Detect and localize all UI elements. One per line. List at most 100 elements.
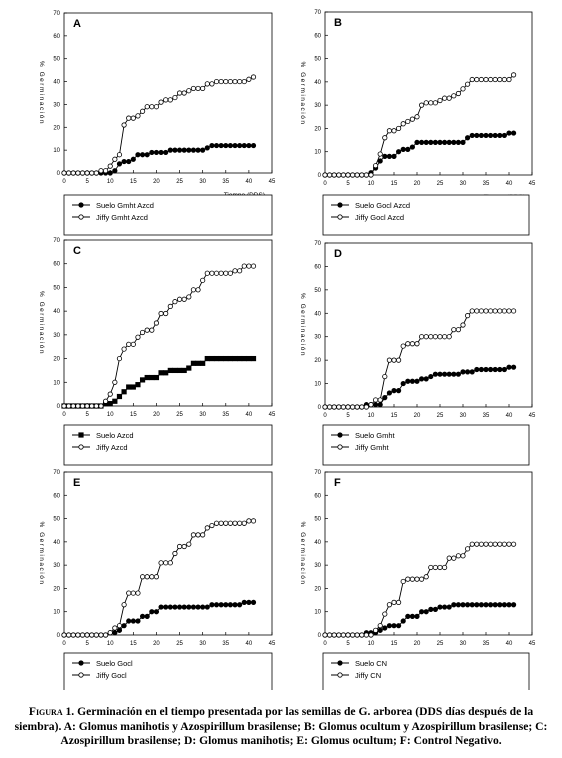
y-tick-label: 60 [314, 493, 321, 499]
data-point [418, 576, 425, 582]
x-tick-label: 10 [107, 641, 114, 647]
data-point [395, 387, 402, 394]
data-point [437, 139, 443, 145]
data-point [409, 341, 415, 347]
data-point [437, 564, 443, 571]
data-point [391, 623, 397, 629]
legend-marker [78, 214, 84, 220]
data-point [246, 599, 252, 606]
data-point [130, 156, 136, 162]
data-point [441, 604, 448, 610]
data-point [464, 369, 471, 375]
data-point [209, 270, 215, 276]
data-point [326, 172, 333, 178]
data-point [200, 85, 206, 92]
x-tick-label: 5 [85, 641, 89, 647]
x-tick-label: 15 [391, 641, 398, 647]
data-point [510, 72, 517, 78]
data-point [405, 341, 411, 347]
y-tick-label: 10 [53, 610, 60, 616]
data-point [75, 403, 81, 409]
series-a-1 [61, 142, 257, 176]
data-point [126, 341, 132, 347]
data-point [386, 153, 392, 159]
data-point [400, 380, 406, 387]
data-point [437, 604, 443, 610]
data-point [487, 541, 494, 547]
data-point [382, 625, 388, 631]
data-point [354, 172, 360, 178]
data-point [190, 604, 197, 610]
data-point [487, 76, 494, 83]
legend-marker [337, 444, 343, 450]
data-point [112, 630, 118, 636]
data-point [382, 373, 388, 380]
series-line [325, 366, 514, 408]
data-point [227, 602, 233, 608]
data-point [223, 520, 229, 526]
data-point [135, 590, 141, 596]
y-tick-label: 30 [53, 563, 60, 569]
data-point [79, 170, 86, 176]
data-point [437, 97, 443, 104]
data-point [405, 378, 411, 384]
data-point [218, 78, 224, 85]
data-point [153, 104, 160, 110]
data-point [474, 602, 480, 608]
data-point [195, 532, 201, 538]
caption-label: Figura 1. [28, 705, 75, 718]
data-point [172, 94, 178, 101]
data-point [204, 270, 210, 276]
data-point [163, 370, 169, 376]
data-point [455, 139, 461, 145]
legend-entry: Jiffy Gmht Azcd [96, 213, 148, 222]
data-point [116, 355, 123, 362]
x-tick-label: 15 [130, 179, 137, 185]
data-point [359, 172, 365, 178]
x-tick-label: 20 [153, 412, 160, 418]
data-point [474, 76, 480, 83]
y-tick-label: 40 [53, 540, 60, 546]
data-point [250, 142, 257, 149]
data-point [483, 602, 489, 608]
y-tick-label: 30 [53, 333, 60, 339]
data-point [103, 398, 109, 404]
data-point [432, 564, 438, 571]
data-point [149, 149, 155, 156]
data-point [372, 397, 379, 403]
data-point [112, 379, 118, 385]
y-axis-label-e: % Germinación [38, 522, 45, 586]
data-point [213, 602, 220, 608]
series-line [325, 543, 514, 636]
data-point [70, 632, 76, 638]
chart-panel-e: E051015202530354045010203040506070Tiempo… [38, 470, 276, 690]
data-point [400, 121, 406, 127]
x-tick-label: 10 [107, 412, 114, 418]
x-tick-label: 35 [222, 641, 229, 647]
data-point [400, 618, 406, 624]
data-point [84, 170, 90, 176]
data-point [428, 564, 434, 571]
x-tick-label: 45 [269, 179, 276, 185]
data-point [116, 152, 123, 158]
data-point [405, 118, 411, 125]
data-point [418, 334, 425, 340]
data-point [66, 632, 72, 638]
legend-box [322, 424, 530, 466]
data-point [487, 308, 494, 314]
data-point [84, 632, 90, 638]
x-tick-label: 15 [391, 181, 398, 187]
data-point [89, 403, 95, 409]
data-point [176, 543, 183, 550]
data-point [455, 602, 461, 608]
data-point [474, 308, 480, 314]
data-point [246, 142, 252, 149]
series-line [64, 76, 254, 174]
data-point [345, 632, 351, 638]
data-point [116, 393, 123, 400]
data-point [469, 602, 475, 608]
data-point [354, 632, 360, 638]
y-tick-label: 40 [53, 309, 60, 315]
y-tick-label: 30 [314, 563, 321, 569]
data-point [414, 613, 420, 619]
